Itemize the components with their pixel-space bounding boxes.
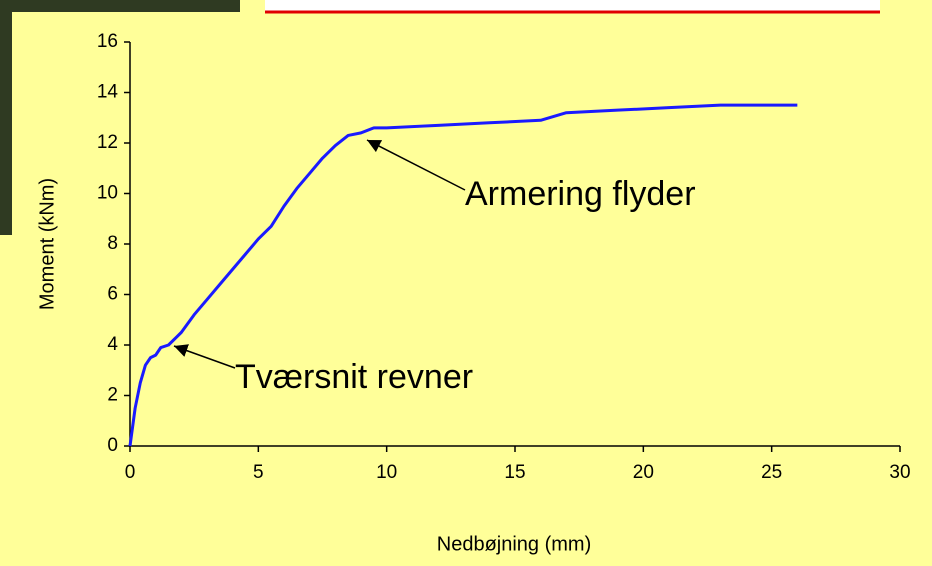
x-tick-label: 10 xyxy=(376,462,397,483)
y-tick-label: 8 xyxy=(107,233,118,254)
y-tick-label: 4 xyxy=(107,334,118,355)
y-tick-label: 6 xyxy=(107,284,118,305)
header-box xyxy=(265,0,880,12)
x-tick-label: 30 xyxy=(889,462,910,483)
y-tick-label: 12 xyxy=(97,132,118,153)
y-tick-label: 16 xyxy=(97,31,118,52)
x-axis-title: Nedbøjning (mm) xyxy=(437,533,591,555)
background xyxy=(0,0,932,566)
y-tick-label: 0 xyxy=(107,435,118,456)
photo-edge xyxy=(0,0,12,235)
y-tick-label: 2 xyxy=(107,385,118,406)
chart: Nedbøjning (mm) Moment (kNm) Tværsnit re… xyxy=(0,0,932,566)
annotation: Tværsnit revner xyxy=(235,358,473,396)
x-tick-label: 25 xyxy=(761,462,782,483)
x-tick-label: 0 xyxy=(125,462,136,483)
annotation: Armering flyder xyxy=(465,175,696,213)
x-tick-label: 20 xyxy=(633,462,654,483)
photo-edge xyxy=(0,0,240,12)
y-axis-title: Moment (kNm) xyxy=(36,178,58,310)
x-tick-label: 5 xyxy=(253,462,264,483)
x-tick-label: 15 xyxy=(504,462,525,483)
y-tick-label: 10 xyxy=(97,183,118,204)
y-tick-label: 14 xyxy=(97,82,119,103)
